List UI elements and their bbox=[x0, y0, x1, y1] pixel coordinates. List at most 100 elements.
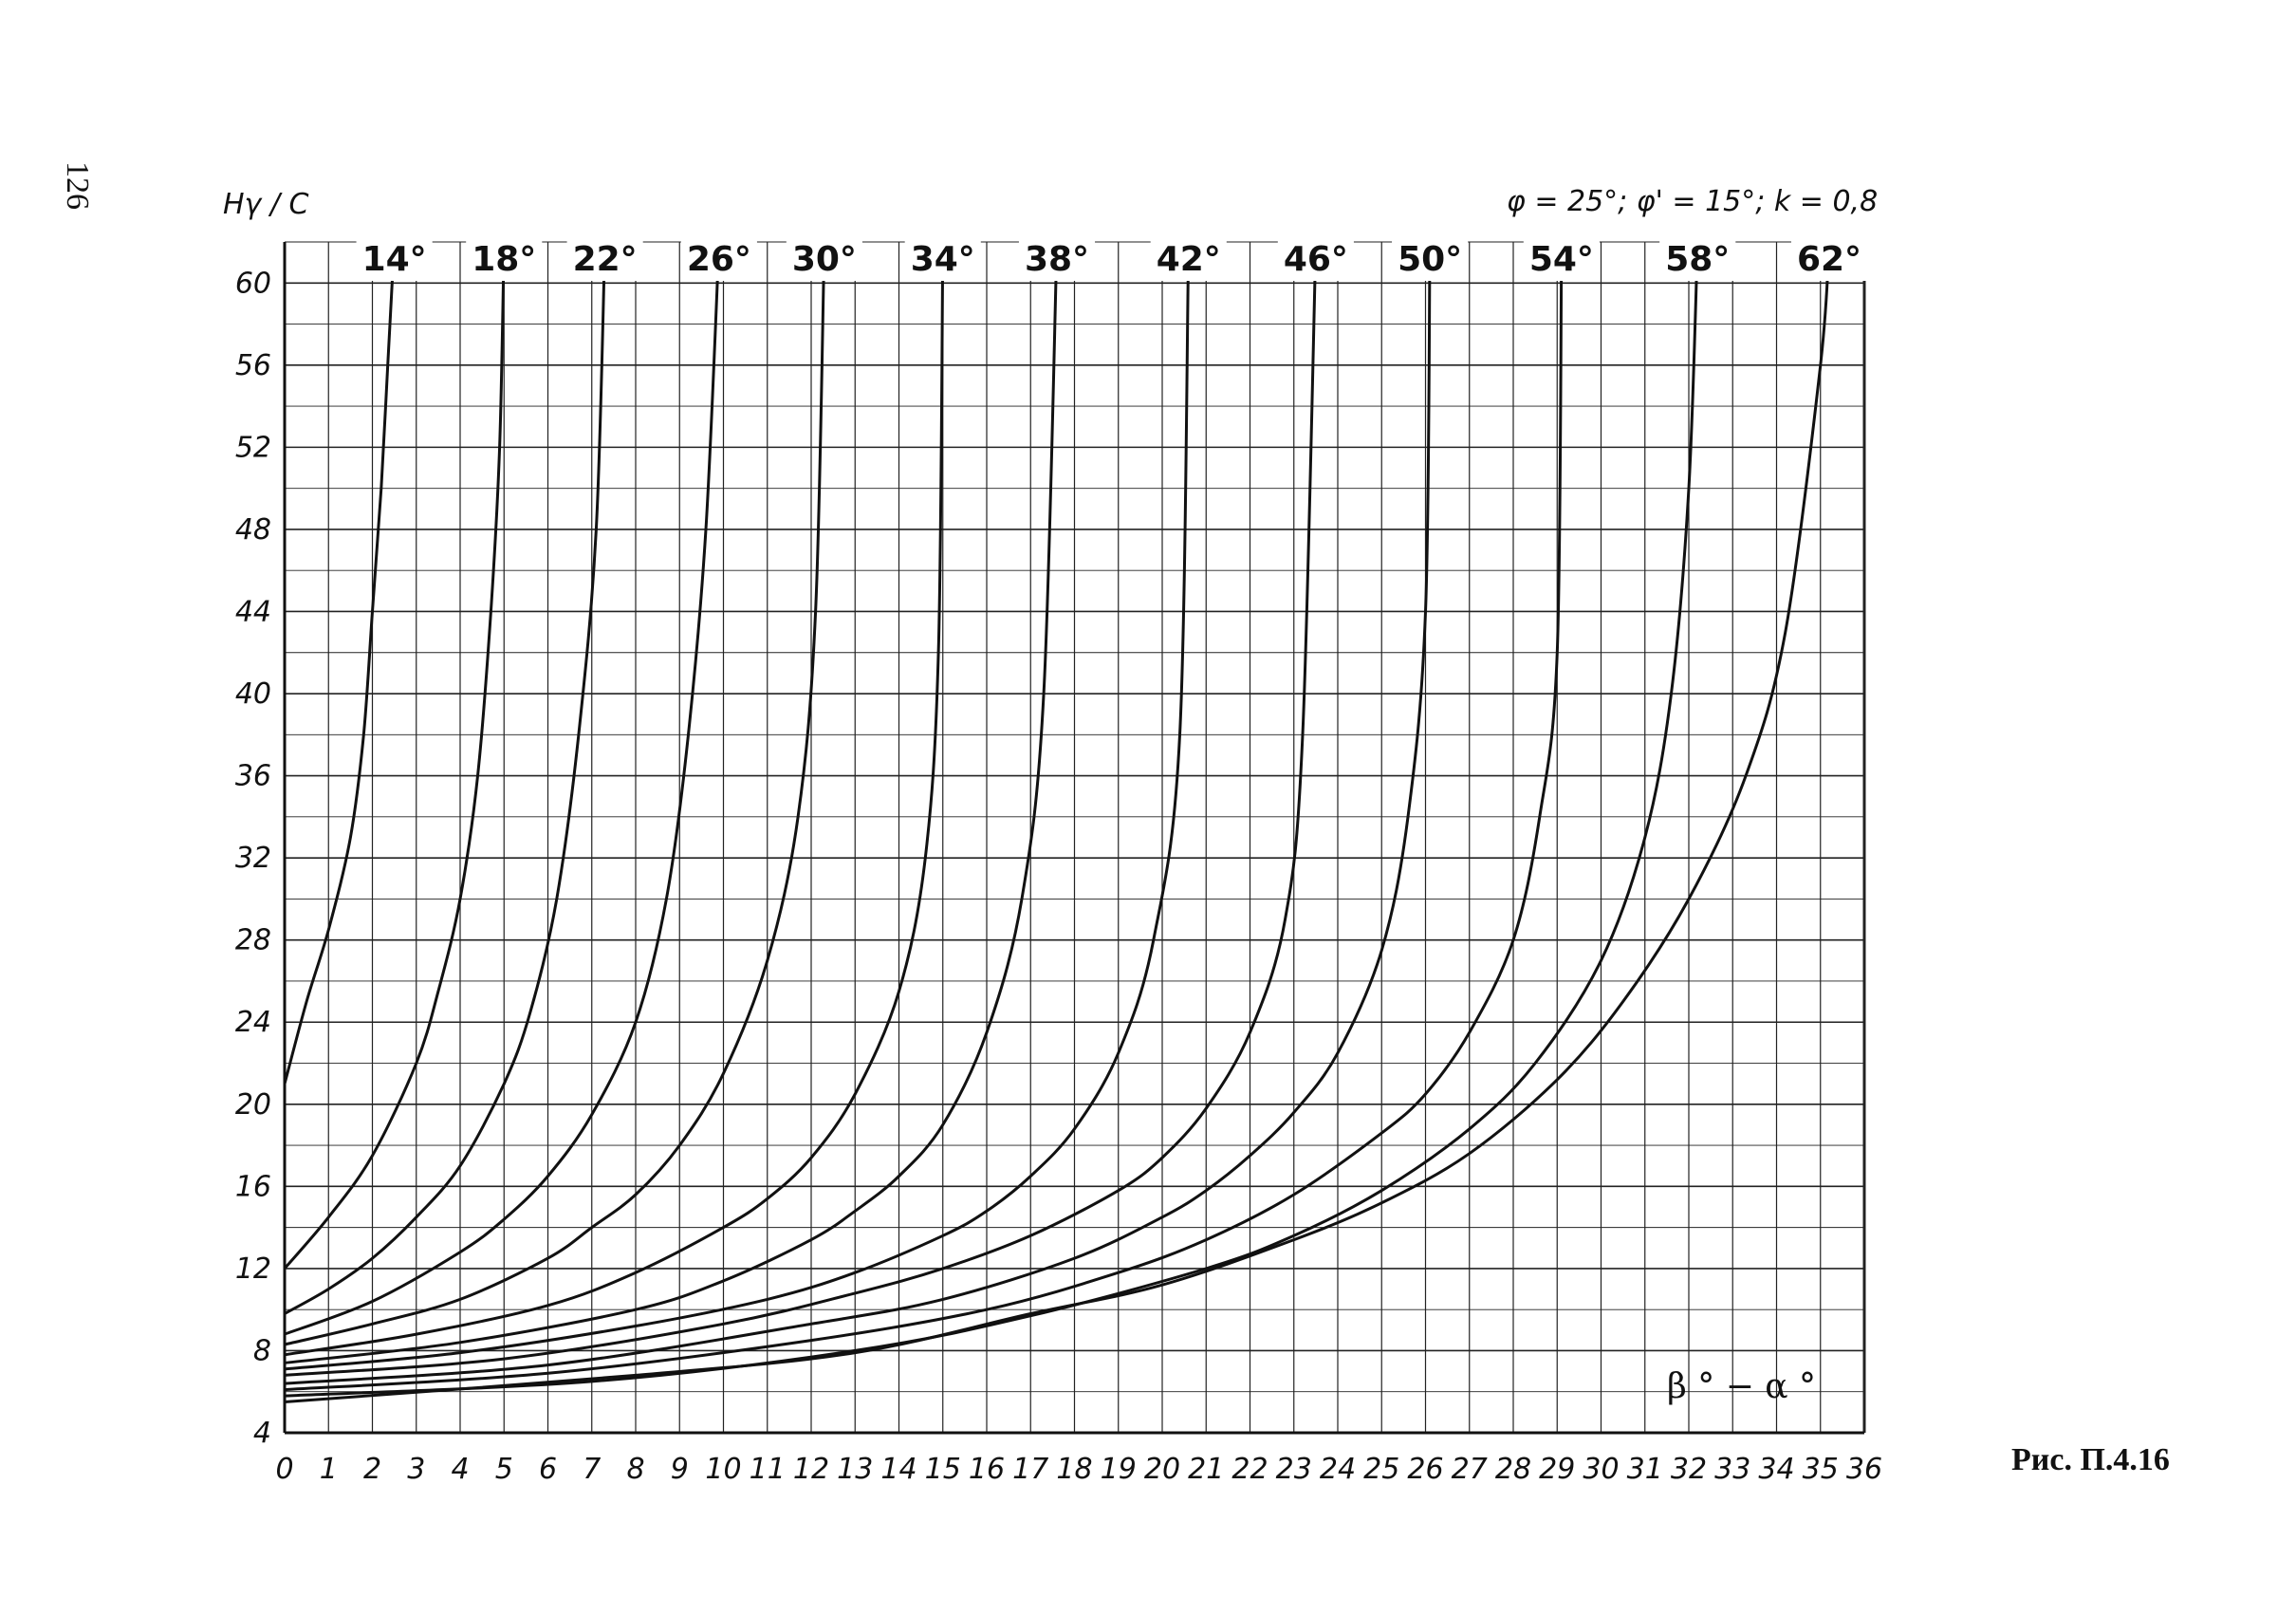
x-tick-label: 0 bbox=[275, 1453, 293, 1486]
curve-18 bbox=[283, 241, 506, 1270]
x-tick-label: 3 bbox=[407, 1453, 425, 1486]
y-tick-label: 36 bbox=[235, 760, 271, 793]
x-tick-label: 14 bbox=[880, 1453, 917, 1486]
curve-label: 62° bbox=[1797, 240, 1861, 279]
curve-label: 30° bbox=[792, 240, 857, 279]
x-tick-label: 31 bbox=[1627, 1453, 1663, 1486]
x-tick-label: 27 bbox=[1452, 1453, 1488, 1486]
x-tick-label: 13 bbox=[837, 1453, 873, 1486]
x-tick-label: 34 bbox=[1758, 1453, 1794, 1486]
curve-label: 50° bbox=[1398, 240, 1462, 279]
curve-label-bg bbox=[1150, 238, 1227, 281]
x-tick-label: 5 bbox=[495, 1453, 513, 1486]
y-tick-label: 48 bbox=[235, 513, 271, 547]
curve-label-bg bbox=[904, 238, 981, 281]
y-tick-label: 44 bbox=[235, 595, 271, 628]
x-tick-label: 11 bbox=[750, 1453, 786, 1486]
curve-label-bg bbox=[1018, 238, 1096, 281]
curve-label-bg bbox=[680, 238, 757, 281]
x-tick-label: 35 bbox=[1803, 1453, 1839, 1486]
curve-label: 38° bbox=[1025, 240, 1089, 279]
y-axis-label: Hγ / C bbox=[223, 188, 308, 221]
curve-50 bbox=[284, 241, 1432, 1385]
curve-label-bg bbox=[1790, 238, 1868, 281]
curve-label-bg bbox=[786, 238, 862, 281]
x-tick-label: 19 bbox=[1101, 1453, 1137, 1486]
x-tick-label: 12 bbox=[793, 1453, 829, 1486]
curve-label-bg bbox=[1659, 238, 1736, 281]
curve-26 bbox=[284, 241, 721, 1336]
x-tick-label: 33 bbox=[1714, 1453, 1750, 1486]
x-tick-label: 8 bbox=[626, 1453, 644, 1486]
x-tick-label: 24 bbox=[1320, 1453, 1356, 1486]
curve-label-bg bbox=[1277, 238, 1354, 281]
y-tick-label: 4 bbox=[253, 1417, 271, 1450]
y-tick-label: 12 bbox=[235, 1252, 271, 1286]
x-tick-label: 18 bbox=[1056, 1453, 1092, 1486]
curve-label-bg bbox=[356, 238, 433, 281]
curve-labels: 14° 18° 22° 26° 30° 34° 38° 42° 46° 50° 54° 58° 62° bbox=[356, 238, 1868, 281]
curve-label-bg bbox=[466, 238, 543, 281]
x-tick-label: 15 bbox=[925, 1453, 961, 1486]
x-tick-label: 36 bbox=[1846, 1453, 1882, 1486]
curve-label-bg bbox=[566, 238, 643, 281]
curve-30 bbox=[284, 241, 826, 1346]
x-tick-label: 17 bbox=[1012, 1453, 1048, 1486]
y-tick-label: 20 bbox=[235, 1088, 271, 1122]
figure-caption: Рис. П.4.16 bbox=[2011, 1442, 2170, 1477]
curve-label: 26° bbox=[687, 240, 751, 279]
tick-labels: 0 1 2 3 4 5 6 7 8 9 10 11 12 13 14 15 16 17 18 19 20 21 22 23 24… bbox=[235, 267, 1882, 1486]
curve-label: 54° bbox=[1529, 240, 1594, 279]
x-tick-label: 21 bbox=[1188, 1453, 1224, 1486]
y-tick-label: 60 bbox=[235, 267, 271, 300]
y-tick-label: 28 bbox=[235, 924, 271, 957]
x-tick-label: 2 bbox=[363, 1453, 381, 1486]
y-tick-label: 56 bbox=[235, 349, 271, 382]
x-tick-label: 4 bbox=[451, 1453, 469, 1486]
curve-54 bbox=[284, 241, 1564, 1392]
curve-14 bbox=[283, 241, 397, 1085]
x-tick-label: 1 bbox=[320, 1453, 338, 1486]
x-tick-label: 20 bbox=[1144, 1453, 1180, 1486]
x-tick-label: 9 bbox=[671, 1453, 689, 1486]
curve-label: 42° bbox=[1157, 240, 1221, 279]
y-tick-label: 24 bbox=[235, 1006, 271, 1039]
x-tick-label: 29 bbox=[1539, 1453, 1575, 1486]
curve-label-bg bbox=[1392, 238, 1469, 281]
x-tick-label: 16 bbox=[969, 1453, 1005, 1486]
curves bbox=[283, 241, 1831, 1403]
params-label: φ = 25°; φ' = 15°; k = 0,8 bbox=[1507, 185, 1878, 218]
y-tick-label: 40 bbox=[235, 677, 271, 711]
x-tick-label: 6 bbox=[539, 1453, 557, 1486]
x-tick-label: 30 bbox=[1583, 1453, 1619, 1486]
x-tick-label: 25 bbox=[1363, 1453, 1399, 1486]
curve-34 bbox=[284, 241, 945, 1357]
y-tick-label: 32 bbox=[235, 842, 271, 875]
axes bbox=[283, 242, 1864, 1435]
curve-label-bg bbox=[1523, 238, 1600, 281]
y-tick-label: 8 bbox=[253, 1334, 271, 1367]
curve-label: 34° bbox=[911, 240, 975, 279]
y-tick-label: 16 bbox=[235, 1170, 271, 1203]
x-tick-label: 28 bbox=[1495, 1453, 1531, 1486]
x-axis-label: β ° − α ° bbox=[1667, 1367, 1816, 1406]
curve-label: 14° bbox=[362, 240, 427, 279]
curve-label: 46° bbox=[1284, 240, 1348, 279]
x-tick-label: 10 bbox=[705, 1453, 741, 1486]
curve-label: 22° bbox=[573, 240, 638, 279]
curve-22 bbox=[284, 241, 607, 1315]
curve-38 bbox=[284, 241, 1059, 1364]
x-tick-label: 26 bbox=[1407, 1453, 1443, 1486]
curve-label: 18° bbox=[472, 240, 536, 279]
curve-46 bbox=[284, 241, 1318, 1377]
y-tick-label: 52 bbox=[235, 431, 271, 464]
x-tick-label: 23 bbox=[1276, 1453, 1312, 1486]
x-tick-label: 22 bbox=[1231, 1453, 1268, 1486]
curve-label: 58° bbox=[1665, 240, 1730, 279]
x-tick-label: 7 bbox=[583, 1453, 601, 1486]
curve-42 bbox=[284, 241, 1191, 1371]
grid bbox=[283, 241, 1866, 1434]
x-tick-label: 32 bbox=[1671, 1453, 1707, 1486]
curve-58 bbox=[284, 241, 1699, 1398]
